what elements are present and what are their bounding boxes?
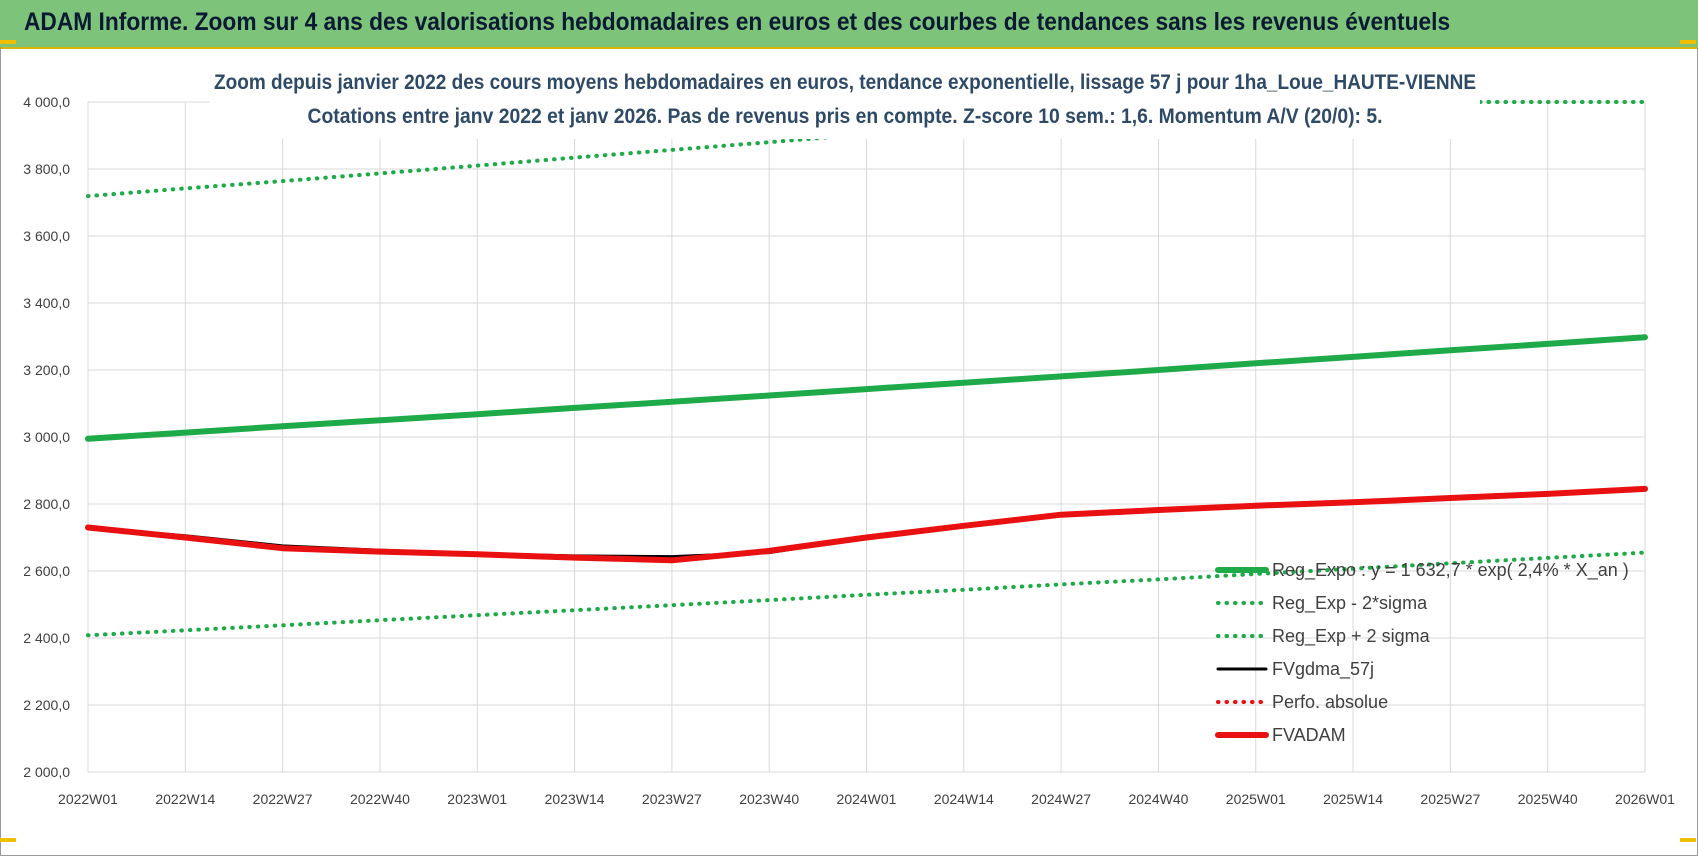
- y-tick-label: 4 000,0: [23, 94, 70, 110]
- series-5: [85, 485, 1648, 564]
- series-0: [85, 334, 1648, 442]
- y-axis: 2 000,0 2 200,0 2 400,0 2 600,0 2 800,0 3 000…: [23, 94, 70, 780]
- x-tick-label: 2023W01: [447, 791, 507, 807]
- legend-label: Reg_Exp - 2*sigma: [1272, 593, 1428, 614]
- x-tick-label: 2022W40: [350, 791, 410, 807]
- x-tick-label: 2023W27: [642, 791, 702, 807]
- x-tick-label: 2025W01: [1226, 791, 1286, 807]
- title-banner: ADAM Informe. Zoom sur 4 ans des valoris…: [0, 0, 1698, 49]
- legend-label: FVADAM: [1272, 725, 1346, 745]
- x-tick-label: 2024W14: [934, 791, 994, 807]
- series-1: [86, 550, 1647, 638]
- legend-label: Perfo. absolue: [1272, 692, 1388, 712]
- chart-title: Zoom depuis janvier 2022 des cours moyen…: [210, 63, 1480, 139]
- x-tick-label: 2024W01: [837, 791, 897, 807]
- legend-label: FVgdma_57j: [1272, 659, 1374, 680]
- x-tick-label: 2026W01: [1615, 791, 1675, 807]
- y-tick-label: 2 600,0: [23, 563, 70, 579]
- chart-title-line-1: Zoom depuis janvier 2022 des cours moyen…: [214, 71, 1476, 94]
- y-tick-label: 2 000,0: [23, 764, 70, 780]
- x-tick-label: 2025W14: [1323, 791, 1383, 807]
- y-tick-label: 2 800,0: [23, 496, 70, 512]
- chart-title-line-2: Cotations entre janv 2022 et janv 2026. …: [308, 105, 1383, 128]
- series-line: [86, 550, 1647, 638]
- x-tick-label: 2024W40: [1128, 791, 1188, 807]
- series-layer: [85, 100, 1648, 638]
- corner-mark-bottom-right: [1680, 838, 1696, 842]
- x-tick-label: 2025W27: [1420, 791, 1480, 807]
- legend: Reg_Expo : y = 1 632,7 * exp( 2,4% * X_a…: [1215, 560, 1629, 745]
- x-tick-label: 2022W27: [253, 791, 313, 807]
- y-tick-label: 3 200,0: [23, 362, 70, 378]
- corner-mark-right: [1680, 40, 1696, 44]
- x-tick-label: 2023W14: [545, 791, 605, 807]
- y-tick-label: 2 200,0: [23, 697, 70, 713]
- page-title: ADAM Informe. Zoom sur 4 ans des valoris…: [24, 8, 1451, 36]
- legend-label: Reg_Exp + 2 sigma: [1272, 626, 1431, 647]
- y-tick-label: 3 600,0: [23, 228, 70, 244]
- legend-label: Reg_Expo : y = 1 632,7 * exp( 2,4% * X_a…: [1272, 560, 1629, 581]
- x-tick-label: 2025W40: [1518, 791, 1578, 807]
- grid: [87, 101, 1646, 773]
- x-tick-label: 2022W01: [58, 791, 118, 807]
- x-tick-label: 2023W40: [739, 791, 799, 807]
- x-tick-label: 2022W14: [155, 791, 215, 807]
- x-tick-label: 2024W27: [1031, 791, 1091, 807]
- corner-mark-bottom-left: [0, 838, 16, 842]
- x-axis: 2022W01 2022W14 2022W27 2022W40 2023W01 2023W…: [58, 791, 1675, 807]
- y-tick-label: 3 000,0: [23, 429, 70, 445]
- y-tick-label: 2 400,0: [23, 630, 70, 646]
- corner-mark-left: [0, 40, 16, 44]
- y-tick-label: 3 800,0: [23, 161, 70, 177]
- y-tick-label: 3 400,0: [23, 295, 70, 311]
